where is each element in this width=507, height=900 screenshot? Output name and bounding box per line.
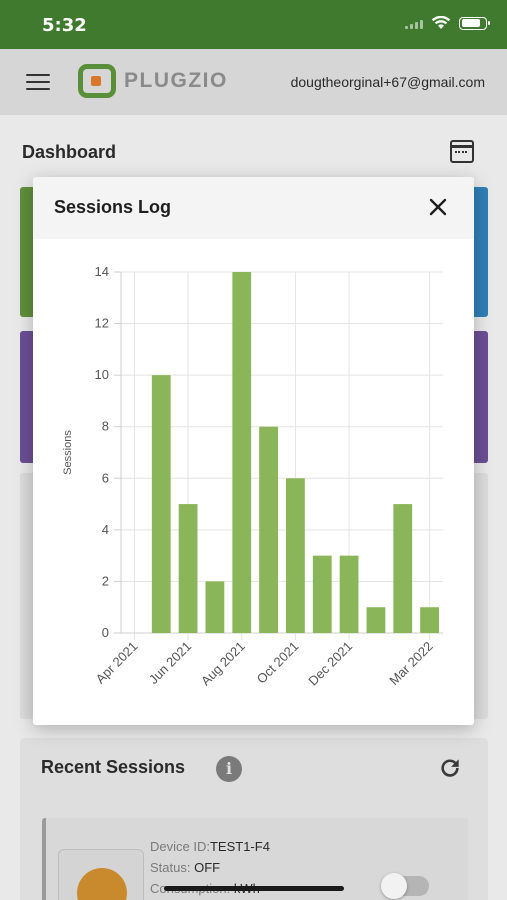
modal-title: Sessions Log xyxy=(54,197,172,217)
bar xyxy=(205,581,225,633)
y-tick-label: 10 xyxy=(95,367,109,382)
modal-header: Sessions Log xyxy=(33,177,474,239)
sessions-bar-chart: 0 2 4 6 8 10 12 14 Apr 2021 Jun 2021 Aug 2021 Oct 2… xyxy=(62,264,443,689)
bar xyxy=(339,555,359,633)
status-time: 5:32 xyxy=(42,15,87,36)
x-tick-label: Jun 2021 xyxy=(146,639,194,687)
close-icon[interactable] xyxy=(426,195,450,219)
bar xyxy=(286,478,305,633)
sessions-log-modal: Sessions Log 0 2 4 6 8 10 12 14 Apr 2021 Jun 2021… xyxy=(33,177,474,725)
device-toggle[interactable] xyxy=(381,873,429,899)
y-tick-label: 14 xyxy=(95,264,109,279)
wifi-icon xyxy=(431,16,451,29)
bar xyxy=(366,607,386,633)
calendar-icon[interactable] xyxy=(450,140,474,163)
y-tick-label: 12 xyxy=(95,316,109,331)
recent-sessions-title: Recent Sessions xyxy=(41,757,186,777)
y-tick-label: 6 xyxy=(102,470,109,485)
plug-icon xyxy=(77,868,127,900)
y-axis-label: Sessions xyxy=(62,430,74,475)
x-tick-label: Mar 2022 xyxy=(386,639,435,688)
y-tick-label: 4 xyxy=(102,522,109,537)
user-email[interactable]: dougtheorginal+67@gmail.com xyxy=(290,74,485,90)
y-tick-label: 2 xyxy=(102,573,109,588)
device-id-label: Device ID: xyxy=(150,839,210,854)
app-header: PLUGZIO dougtheorginal+67@gmail.com xyxy=(0,49,507,115)
x-tick-label: Apr 2021 xyxy=(93,639,141,687)
bar xyxy=(259,426,278,633)
bar xyxy=(178,504,198,633)
battery-icon xyxy=(459,16,490,30)
bar xyxy=(312,555,332,633)
info-icon[interactable]: i xyxy=(216,756,242,782)
logo-text: PLUGZIO xyxy=(124,69,228,92)
status-icons xyxy=(405,16,490,30)
plugzio-logo: PLUGZIO xyxy=(78,64,228,98)
status-value: OFF xyxy=(194,860,221,875)
bar xyxy=(151,375,171,633)
hamburger-menu-icon[interactable] xyxy=(26,74,50,90)
device-plug-box xyxy=(58,849,144,900)
bar xyxy=(232,272,252,633)
x-tick-label: Dec 2021 xyxy=(305,639,355,689)
page-title: Dashboard xyxy=(22,142,117,162)
device-id-value: TEST1-F4 xyxy=(209,839,270,854)
bar xyxy=(420,607,439,633)
signal-icon xyxy=(405,17,423,29)
x-tick-label: Aug 2021 xyxy=(198,639,248,689)
bar xyxy=(393,504,413,633)
y-tick-label: 8 xyxy=(102,419,109,434)
status-label: Status: xyxy=(150,860,191,875)
logo-mark-icon xyxy=(78,64,116,98)
home-indicator xyxy=(164,886,344,891)
status-bar: 5:32 xyxy=(0,0,507,49)
refresh-icon[interactable] xyxy=(437,755,463,781)
x-tick-label: Oct 2021 xyxy=(254,639,302,687)
y-tick-label: 0 xyxy=(102,625,109,640)
